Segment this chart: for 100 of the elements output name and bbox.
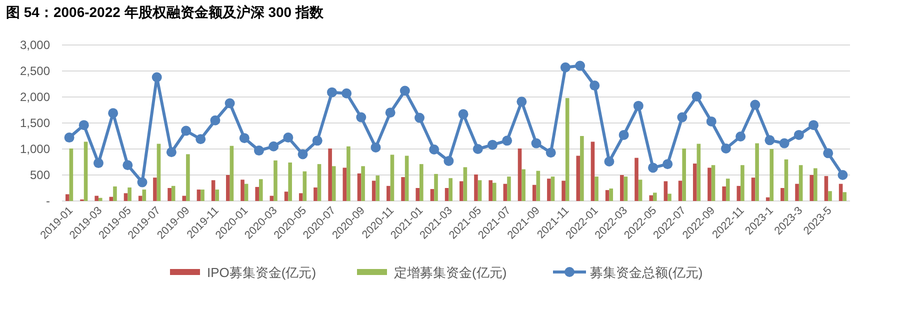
bar — [474, 174, 478, 201]
point — [604, 156, 614, 166]
bar — [708, 168, 712, 201]
point — [166, 147, 176, 158]
bar — [346, 146, 350, 201]
bar — [244, 184, 248, 201]
point — [779, 138, 790, 148]
point — [720, 143, 731, 154]
bar — [98, 198, 102, 201]
point — [312, 136, 322, 146]
bar — [605, 190, 610, 201]
bar — [565, 98, 570, 201]
bar — [376, 176, 380, 201]
bar — [302, 171, 307, 201]
bar — [824, 176, 828, 201]
bar — [795, 184, 799, 201]
point — [838, 170, 848, 180]
bar — [736, 186, 741, 201]
point — [429, 144, 440, 155]
bar — [810, 175, 814, 201]
point — [736, 132, 746, 142]
bar — [634, 158, 638, 201]
bar — [94, 196, 98, 201]
bar — [594, 176, 598, 201]
bar — [171, 186, 176, 201]
point — [108, 108, 118, 118]
bar — [682, 148, 686, 201]
bar — [798, 165, 803, 201]
bar — [664, 181, 668, 201]
bar — [434, 174, 438, 201]
bar — [372, 180, 376, 201]
point — [196, 134, 206, 144]
bar — [780, 188, 784, 201]
point — [385, 108, 396, 118]
point — [750, 100, 760, 110]
point — [210, 115, 220, 126]
point — [93, 158, 104, 168]
point — [283, 132, 294, 143]
point — [78, 120, 89, 130]
bar — [288, 162, 292, 201]
bar — [460, 181, 464, 201]
bar — [620, 175, 624, 201]
bar — [828, 191, 832, 201]
point — [706, 116, 716, 126]
bar — [196, 190, 201, 201]
bar — [696, 144, 701, 201]
point — [64, 132, 74, 143]
bar — [678, 180, 682, 201]
bar — [182, 196, 186, 201]
point — [808, 120, 819, 130]
point — [662, 159, 673, 170]
point — [444, 156, 454, 166]
point — [400, 86, 410, 96]
bar — [404, 156, 409, 201]
bar — [186, 154, 190, 201]
bar — [314, 187, 318, 201]
point — [342, 88, 352, 98]
bar — [550, 176, 555, 201]
point — [531, 138, 542, 148]
bar — [317, 164, 322, 201]
bar — [770, 149, 774, 201]
point — [326, 87, 337, 98]
chart-title: 图 54：2006-2022 年股权融资金额及沪深 300 指数 — [6, 4, 324, 20]
point — [137, 177, 148, 188]
y-tick-label: 500 — [30, 168, 50, 182]
legend-label: 募集资金总额(亿元) — [590, 265, 703, 280]
bar — [153, 178, 157, 201]
bar — [255, 186, 259, 201]
bar — [463, 167, 468, 201]
bar — [430, 189, 434, 201]
bar — [138, 196, 142, 201]
point — [122, 160, 133, 170]
bar — [590, 142, 595, 201]
bar — [328, 148, 332, 201]
bar — [638, 180, 642, 201]
point — [794, 130, 804, 140]
bar — [444, 188, 449, 201]
point — [618, 130, 629, 140]
point — [823, 148, 834, 158]
point — [560, 62, 570, 72]
point — [414, 112, 425, 123]
bar — [211, 180, 216, 201]
point — [239, 133, 250, 144]
y-tick-label: 2,500 — [20, 64, 50, 78]
point — [502, 136, 512, 146]
bar — [401, 177, 405, 201]
point — [472, 144, 483, 154]
bar — [69, 148, 74, 201]
bar — [142, 190, 146, 201]
bar — [751, 178, 756, 201]
point — [764, 135, 775, 146]
y-tick-label: 3,000 — [20, 38, 50, 52]
bar — [576, 156, 580, 201]
point — [487, 140, 498, 150]
bar — [416, 188, 420, 201]
bar — [386, 186, 390, 201]
bar — [580, 136, 584, 201]
bar — [284, 192, 288, 201]
bar — [259, 179, 263, 201]
bar — [726, 178, 730, 201]
